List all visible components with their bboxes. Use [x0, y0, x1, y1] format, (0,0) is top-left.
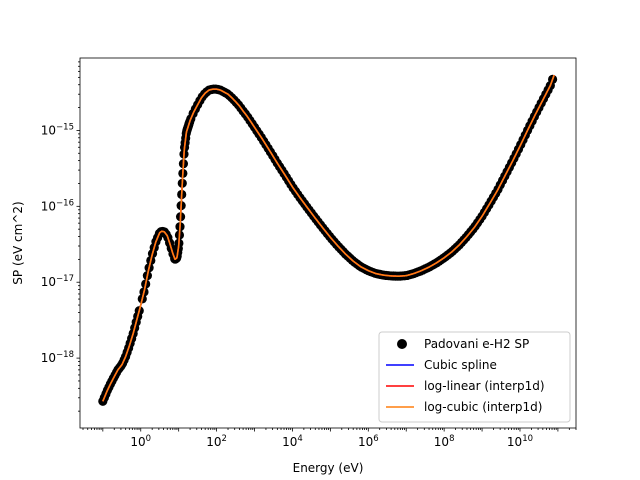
x-tick-label: 1010: [507, 434, 533, 449]
y-axis-label: SP (eV cm^2): [11, 201, 25, 284]
log-cubic-line: [102, 74, 555, 402]
y-axis-ticks: 10−18 10−17 10−16 10−15: [41, 61, 80, 412]
legend-label-log-linear: log-linear (interp1d): [424, 379, 545, 393]
interp-lines: [102, 74, 555, 402]
y-tick-label: 10−18: [41, 350, 74, 365]
axes-frame: [79, 57, 577, 429]
legend-label-padovani: Padovani e-H2 SP: [424, 337, 529, 351]
x-tick-label: 106: [358, 434, 379, 449]
x-axis-label: Energy (eV): [293, 461, 364, 475]
x-tick-label: 102: [206, 434, 227, 449]
x-axis-ticks: 100 102 104 106 108 1010: [82, 428, 577, 449]
y-tick-label: 10−16: [41, 198, 74, 213]
legend: Padovani e-H2 SP Cubic spline log-linear…: [378, 331, 571, 423]
x-tick-label: 100: [130, 434, 151, 449]
legend-label-log-cubic: log-cubic (interp1d): [424, 400, 542, 414]
x-tick-label: 108: [434, 434, 455, 449]
legend-marker-padovani: [397, 339, 407, 349]
legend-box: [378, 331, 571, 423]
legend-label-cubic-spline: Cubic spline: [424, 358, 497, 372]
y-tick-label: 10−17: [41, 274, 74, 289]
x-tick-label: 104: [282, 434, 303, 449]
y-tick-label: 10−15: [41, 122, 74, 137]
